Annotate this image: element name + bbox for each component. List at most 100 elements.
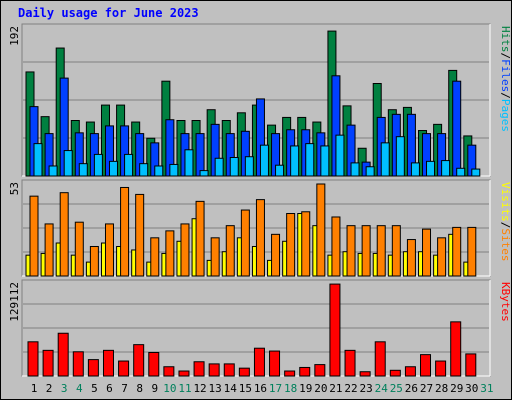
bar-pages-day-22 bbox=[350, 162, 360, 177]
day-label-30: 30 bbox=[465, 382, 478, 395]
bar-visits-day-20 bbox=[316, 183, 326, 277]
bar-visits-day-24 bbox=[376, 225, 386, 277]
bar-visits-day-21 bbox=[331, 216, 341, 277]
bar-pages-day-15 bbox=[244, 156, 254, 177]
bar-visits-day-1 bbox=[29, 195, 39, 277]
bar-kbytes-day-17 bbox=[269, 350, 281, 377]
bar-kbytes-day-6 bbox=[102, 349, 114, 377]
bar-visits-day-23 bbox=[361, 225, 371, 277]
bar-kbytes-day-21 bbox=[329, 283, 341, 377]
bar-pages-day-7 bbox=[124, 153, 134, 177]
bar-kbytes-day-15 bbox=[238, 367, 250, 377]
bar-pages-day-8 bbox=[139, 163, 149, 177]
bar-pages-day-26 bbox=[410, 162, 420, 177]
bar-visits-day-27 bbox=[422, 228, 432, 277]
bar-kbytes-day-12 bbox=[193, 361, 205, 377]
bar-kbytes-day-28 bbox=[435, 360, 447, 377]
day-label-6: 6 bbox=[106, 382, 113, 395]
bar-kbytes-day-2 bbox=[42, 349, 54, 377]
bar-visits-day-11 bbox=[180, 223, 190, 277]
day-label-31: 31 bbox=[480, 382, 493, 395]
bar-pages-day-3 bbox=[63, 150, 73, 177]
legend-entry: Visits bbox=[499, 182, 512, 222]
bar-visits-day-25 bbox=[391, 225, 401, 277]
day-label-13: 13 bbox=[209, 382, 222, 395]
legend-entry: / bbox=[499, 222, 512, 229]
day-label-9: 9 bbox=[151, 382, 158, 395]
day-label-23: 23 bbox=[360, 382, 373, 395]
bar-kbytes-day-9 bbox=[148, 351, 160, 377]
bar-kbytes-day-20 bbox=[314, 364, 326, 377]
bar-pages-day-13 bbox=[214, 157, 224, 177]
day-label-28: 28 bbox=[435, 382, 448, 395]
day-label-14: 14 bbox=[224, 382, 238, 395]
bar-pages-day-29 bbox=[456, 167, 466, 177]
bar-visits-day-14 bbox=[225, 225, 235, 277]
bar-pages-day-16 bbox=[259, 144, 269, 177]
day-label-7: 7 bbox=[121, 382, 128, 395]
day-label-2: 2 bbox=[46, 382, 53, 395]
bar-pages-day-24 bbox=[380, 142, 390, 177]
day-label-4: 4 bbox=[76, 382, 83, 395]
bar-kbytes-day-24 bbox=[374, 341, 386, 377]
chart-title: Daily usage for June 2023 bbox=[18, 6, 199, 20]
bar-kbytes-day-5 bbox=[87, 359, 99, 377]
bar-kbytes-day-10 bbox=[163, 366, 175, 377]
bar-visits-day-5 bbox=[89, 245, 99, 277]
bar-pages-day-30 bbox=[471, 168, 481, 177]
legend-entry: Pages bbox=[499, 99, 512, 132]
bar-visits-day-3 bbox=[59, 192, 69, 277]
bar-kbytes-day-16 bbox=[253, 347, 265, 377]
legend-entry: KBytes bbox=[499, 282, 512, 322]
bar-pages-day-20 bbox=[320, 145, 330, 177]
legend-entry: Sites bbox=[499, 228, 512, 261]
bar-kbytes-day-22 bbox=[344, 349, 356, 377]
legend-entry: Hits bbox=[499, 26, 512, 53]
day-label-3: 3 bbox=[61, 382, 68, 395]
bar-kbytes-day-1 bbox=[27, 341, 39, 377]
y-max-label: 192 bbox=[8, 26, 21, 46]
bar-kbytes-day-4 bbox=[72, 351, 84, 377]
day-label-27: 27 bbox=[420, 382, 433, 395]
bar-visits-day-26 bbox=[406, 239, 416, 277]
day-label-24: 24 bbox=[375, 382, 389, 395]
day-label-1: 1 bbox=[31, 382, 38, 395]
bar-visits-day-16 bbox=[255, 199, 265, 277]
bar-pages-day-14 bbox=[229, 157, 239, 177]
bar-visits-day-6 bbox=[104, 223, 114, 277]
bar-pages-day-1 bbox=[33, 143, 43, 177]
legend-visits-sites: Visits/Sites bbox=[499, 182, 512, 262]
bar-visits-day-18 bbox=[286, 213, 296, 277]
day-label-16: 16 bbox=[254, 382, 267, 395]
bar-visits-day-7 bbox=[120, 186, 130, 277]
day-label-29: 29 bbox=[450, 382, 463, 395]
bar-kbytes-day-26 bbox=[404, 366, 416, 377]
bar-pages-day-19 bbox=[305, 143, 315, 177]
day-label-25: 25 bbox=[390, 382, 403, 395]
bar-visits-day-29 bbox=[452, 226, 462, 277]
bar-kbytes-day-23 bbox=[359, 371, 371, 377]
bar-visits-day-30 bbox=[467, 226, 477, 277]
day-label-5: 5 bbox=[91, 382, 98, 395]
bar-pages-day-2 bbox=[48, 165, 58, 177]
bar-kbytes-day-29 bbox=[450, 321, 462, 377]
bar-visits-day-4 bbox=[74, 221, 84, 277]
legend-entry: / bbox=[499, 53, 512, 60]
legend-kbytes: KBytes bbox=[499, 282, 512, 322]
bar-kbytes-day-11 bbox=[178, 370, 190, 377]
bar-pages-day-23 bbox=[365, 166, 375, 177]
y-max-label: 53 bbox=[8, 182, 21, 195]
bar-visits-day-9 bbox=[150, 237, 160, 277]
bar-pages-day-12 bbox=[199, 170, 209, 177]
bar-visits-day-10 bbox=[165, 230, 175, 277]
legend-entry: Files bbox=[499, 59, 512, 92]
bar-pages-day-9 bbox=[154, 165, 164, 177]
bar-pages-day-27 bbox=[426, 160, 436, 177]
day-label-22: 22 bbox=[344, 382, 357, 395]
day-label-12: 12 bbox=[193, 382, 206, 395]
day-label-17: 17 bbox=[269, 382, 282, 395]
bar-kbytes-day-8 bbox=[133, 344, 145, 377]
bar-kbytes-day-13 bbox=[208, 363, 220, 377]
day-label-21: 21 bbox=[329, 382, 342, 395]
